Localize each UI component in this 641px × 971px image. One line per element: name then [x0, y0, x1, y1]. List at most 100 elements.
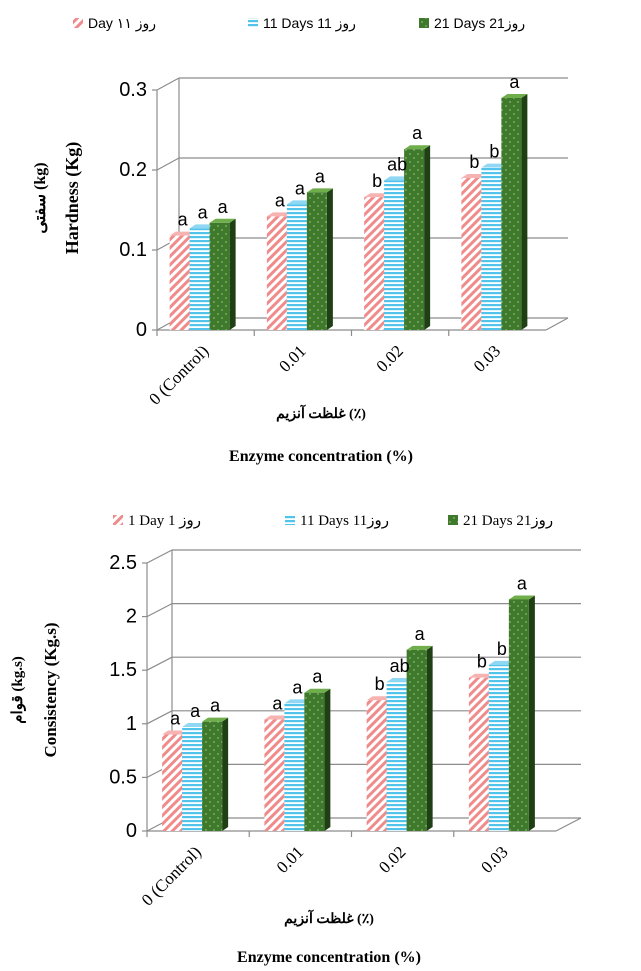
significance-letter: a	[312, 667, 323, 687]
bar-side-day21	[324, 688, 331, 831]
floor-right-edge	[555, 817, 582, 832]
y-tick-labels-hardness: 0 0.1 0.2 0.3	[119, 79, 147, 341]
significance-letter: a	[272, 694, 283, 714]
bar-day1	[266, 216, 287, 330]
bar-top-day1	[169, 231, 196, 236]
bar-top-day21	[404, 145, 431, 150]
bar-day21	[202, 721, 223, 831]
significance-letter: a	[315, 166, 326, 186]
legend-swatch-day1	[73, 18, 83, 28]
significance-letter: b	[489, 142, 499, 162]
bar-top-day21	[306, 188, 333, 193]
bar-top-day11	[386, 677, 413, 682]
significance-letter: a	[509, 72, 520, 92]
legend-swatch-day21	[448, 515, 458, 525]
significance-letter: a	[218, 197, 229, 217]
y-tick-label: 1.5	[109, 659, 137, 681]
grid-diagonal	[156, 157, 180, 171]
bar-top-day1	[264, 715, 291, 720]
bar-day11	[488, 664, 509, 831]
bar-day1	[364, 197, 385, 330]
bar-side-day21	[229, 218, 236, 330]
bar-side-day21	[326, 188, 333, 330]
bar-day11	[386, 681, 407, 831]
legend-swatch-day11	[285, 515, 295, 525]
bar-top-day1	[468, 673, 495, 678]
legend-label-day21: 21 Days 21روز	[463, 513, 553, 529]
y-tick-label: 1	[126, 713, 137, 735]
significance-letter: a	[275, 190, 286, 210]
grid-diagonal	[156, 77, 180, 91]
y-axis-label-en: Consistency (Kg.s)	[41, 622, 60, 757]
bar-top-day11	[481, 163, 508, 168]
bar-day21	[404, 149, 425, 330]
bar-side-day21	[424, 145, 431, 330]
x-tick-label: 0.03	[470, 341, 504, 375]
x-axis-label-fa: غلظت آنزیم (٪)	[276, 404, 366, 422]
bar-day1	[468, 677, 489, 831]
bar-top-day1	[366, 696, 393, 701]
bar-top-day11	[182, 723, 209, 728]
significance-letter: a	[190, 701, 201, 721]
significance-letter: a	[178, 210, 189, 230]
bar-day21	[406, 649, 427, 831]
bar-day11	[182, 727, 203, 831]
legend-consistency: 1 Day 1 روز 11 Days 11روز 21 Days 21روز	[113, 513, 553, 529]
significance-letter: a	[292, 677, 303, 697]
bar-top-day21	[508, 595, 535, 600]
y-tick-label: 0.2	[119, 159, 147, 181]
bar-day1	[461, 178, 482, 330]
legend-swatch-day21	[419, 18, 429, 28]
grid-diagonal	[146, 656, 173, 671]
significance-letter: b	[372, 171, 382, 191]
bar-side-day21	[521, 94, 528, 330]
bar-day21	[209, 222, 230, 330]
legend-swatch-day1	[113, 515, 123, 525]
bar-top-day11	[488, 660, 515, 665]
significance-letter: a	[210, 696, 221, 716]
x-tick-label: 0.01	[275, 341, 309, 375]
y-tick-label: 2	[126, 606, 137, 628]
bar-top-day11	[286, 200, 313, 205]
x-axis-label-en: Enzyme concentration (%)	[229, 448, 413, 465]
bars-consistency	[162, 595, 535, 831]
legend-label-day1: 1 Day 1 روز	[128, 513, 201, 529]
bar-top-day1	[461, 174, 488, 178]
significance-letter: a	[517, 573, 528, 593]
y-tick-label: 0	[136, 319, 147, 341]
x-axis-label-fa: غلظت آنزیم (٪)	[284, 909, 374, 927]
legend-label-day11: 11 Days 11 روز	[263, 15, 356, 32]
grid-diagonal	[146, 603, 173, 618]
x-tick-labels-consistency: 0 (Control) 0.01 0.02 0.03	[138, 842, 512, 909]
bar-top-day11	[189, 224, 216, 229]
y-tick-labels-consistency: 0 0.5 1 1.5 2 2.5	[109, 552, 137, 842]
y-tick-label: 2.5	[109, 552, 137, 574]
legend-label-day1: Day ۱روز ۱	[88, 15, 156, 32]
y-tick-label: 0.3	[119, 79, 147, 101]
y-axis-label-fa: قوام (kg.s)	[10, 656, 26, 724]
bar-day21	[304, 692, 325, 831]
y-tick-label: 0.1	[119, 239, 147, 261]
bar-top-day21	[406, 645, 433, 650]
y-tick-label: 0.5	[109, 766, 137, 788]
legend-label-day11: 11 Days 11روز	[300, 513, 389, 529]
bar-top-day11	[384, 176, 411, 181]
bar-day21	[501, 98, 522, 330]
bar-top-day21	[304, 688, 331, 693]
x-tick-label: 0.01	[273, 842, 307, 876]
bar-side-day21	[528, 595, 535, 831]
grid-diagonal	[146, 710, 173, 725]
legend-swatch-day11	[248, 18, 258, 28]
significance-letter: a	[198, 202, 209, 222]
hardness-chart: Day ۱روز ۱ 11 Days 11 روز 21 Days 21روز …	[32, 15, 569, 465]
bar-day11	[189, 228, 210, 330]
bar-day21	[306, 192, 327, 330]
x-tick-labels-hardness: 0 (Control) 0.01 0.02 0.03	[145, 341, 504, 408]
significance-letter: a	[415, 624, 426, 644]
bars-hardness	[169, 94, 528, 330]
significance-letter: ab	[390, 656, 410, 676]
significance-letter: b	[477, 652, 487, 672]
